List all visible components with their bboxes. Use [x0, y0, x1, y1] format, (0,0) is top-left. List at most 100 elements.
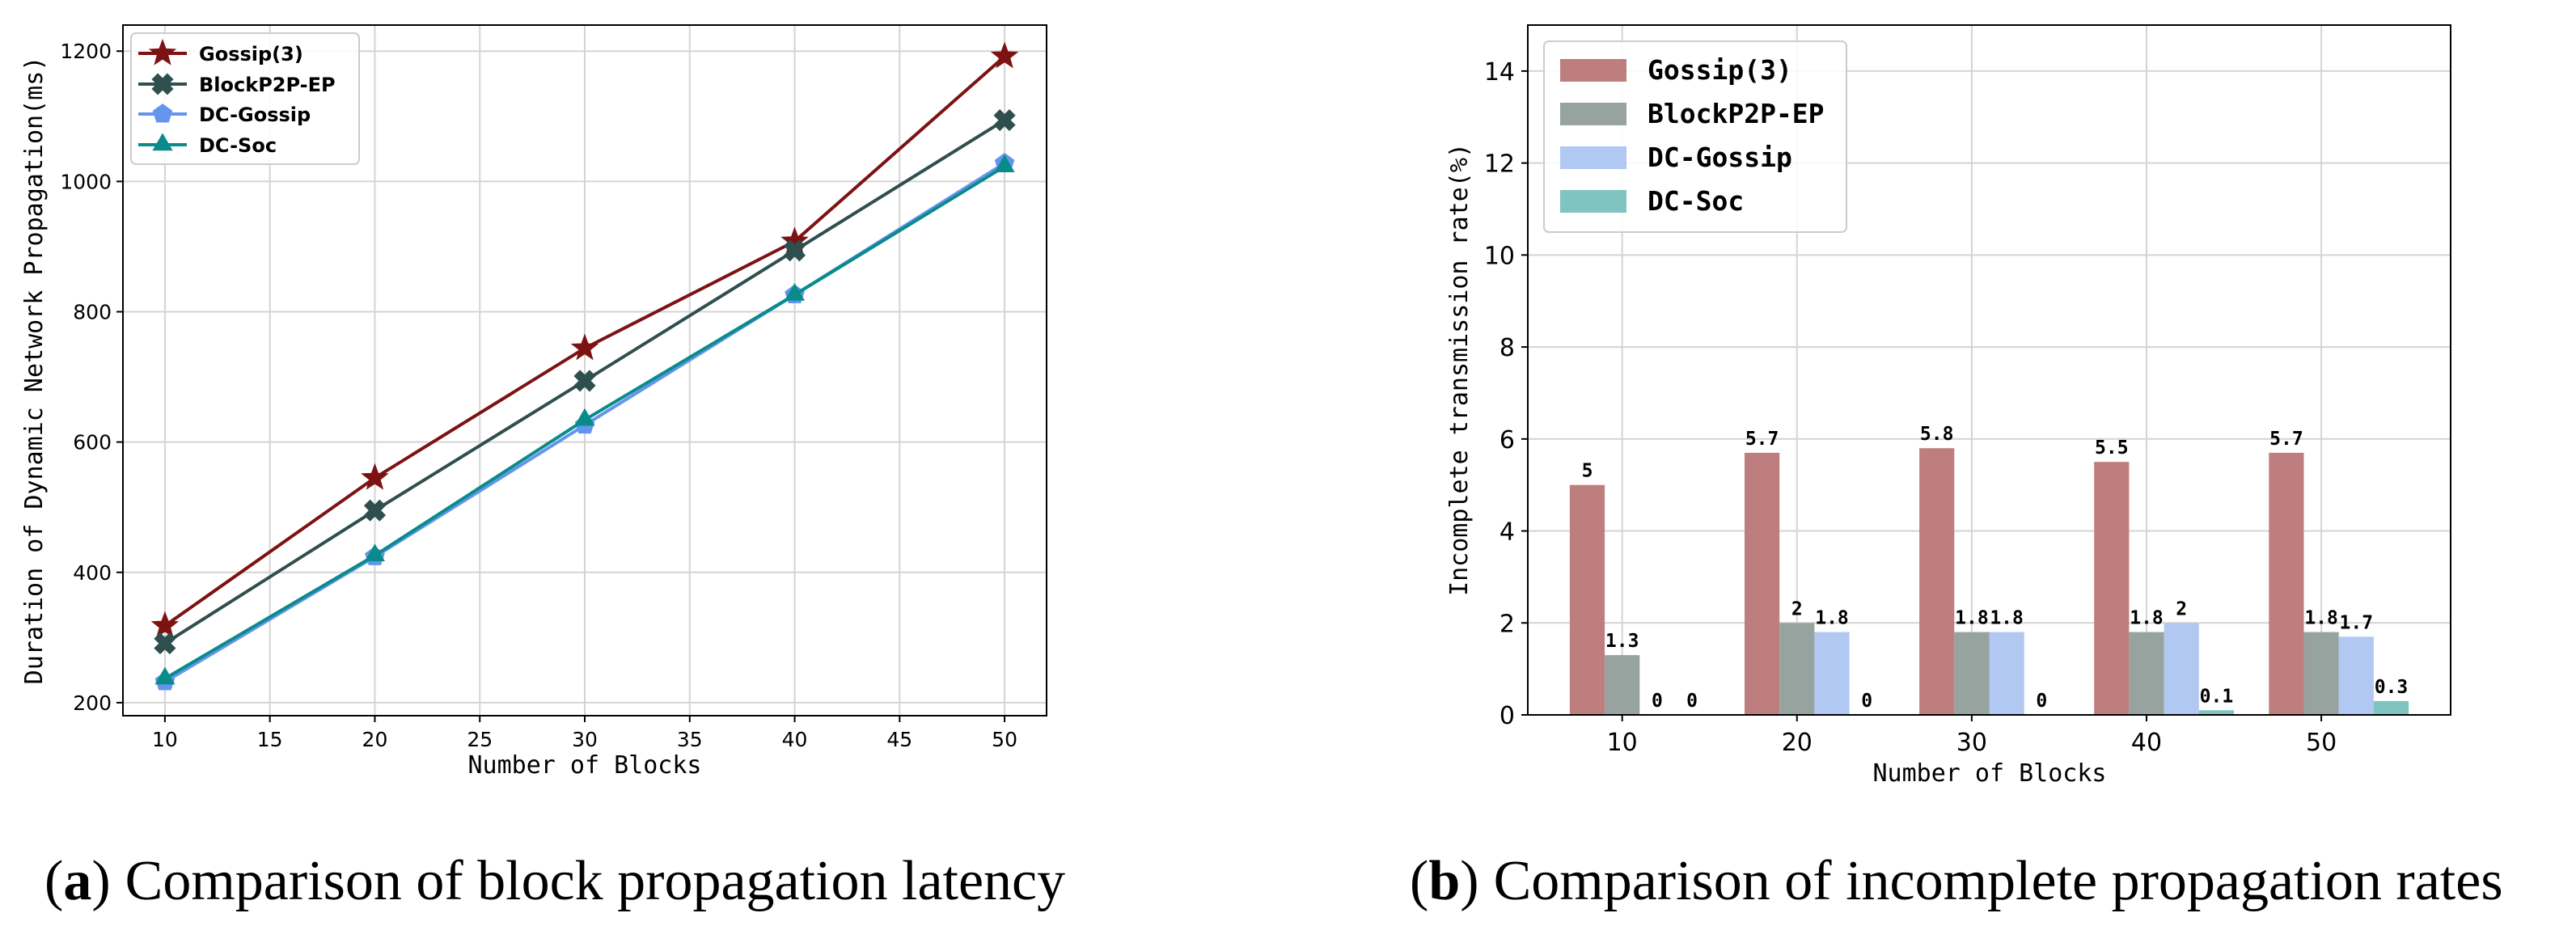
legend-marker-dc-soc — [152, 133, 173, 151]
point-gossip-3-50 — [990, 41, 1019, 69]
caption-a-close: ) — [91, 850, 110, 912]
data-label-blockp2p-ep-40: 1.8 — [2130, 608, 2164, 629]
rate-legend-entry-gossip-3: Gossip(3) — [1560, 54, 1792, 86]
rate-legend-entry-blockp2p-ep: BlockP2P-EP — [1560, 98, 1825, 129]
point-blockp2p-ep-50 — [993, 109, 1016, 132]
data-label-gossip-3-30: 5.8 — [1920, 424, 1954, 445]
legend-label-blockp2p-ep: BlockP2P-EP — [199, 74, 336, 96]
point-blockp2p-ep-20 — [363, 499, 387, 522]
caption-b-label: b — [1428, 850, 1460, 912]
point-blockp2p-ep-30 — [573, 370, 596, 392]
rate-x-tick-label-10: 10 — [1607, 729, 1638, 757]
legend-label-gossip-3: Gossip(3) — [1648, 54, 1792, 86]
legend-label-blockp2p-ep: BlockP2P-EP — [1648, 98, 1825, 129]
caption-b-text: Comparison of incomplete propagation rat… — [1494, 850, 2503, 912]
bar-dc-gossip-40 — [2164, 623, 2199, 715]
bar-dc-gossip-30 — [1989, 632, 2024, 715]
rate-y-tick-label-2: 2 — [1499, 610, 1515, 638]
point-gossip-3-30 — [570, 333, 599, 361]
rate-y-tick-label-10: 10 — [1484, 242, 1515, 270]
data-label-dc-soc-40: 0.1 — [2200, 686, 2234, 707]
rate-legend-frame — [1543, 40, 1847, 233]
latency-x-tick-label-20: 20 — [362, 728, 388, 751]
bar-dc-gossip-50 — [2338, 636, 2374, 715]
latency-legend-entry-dc-gossip: DC-Gossip — [138, 104, 311, 126]
data-label-dc-gossip-50: 1.7 — [2340, 612, 2374, 633]
legend-label-dc-soc: DC-Soc — [1648, 185, 1744, 217]
latency-y-axis-label: Duration of Dynamic Network Propagation(… — [20, 57, 49, 685]
latency-legend: Gossip(3) BlockP2P-EP DC-Gossip DC-Soc — [130, 32, 360, 165]
legend-label-dc-soc: DC-Soc — [199, 134, 277, 157]
caption-b-close: ) — [1460, 850, 1478, 912]
rate-y-tick-label-0: 0 — [1499, 702, 1515, 730]
point-dc-soc-50 — [994, 154, 1015, 173]
data-label-dc-gossip-20: 1.8 — [1815, 608, 1849, 629]
latency-x-tick-label-35: 35 — [677, 728, 703, 751]
bar-blockp2p-ep-20 — [1779, 623, 1815, 715]
latency-legend-entry-dc-soc: DC-Soc — [138, 133, 277, 157]
legend-label-dc-gossip: DC-Gossip — [199, 104, 311, 126]
data-label-blockp2p-ep-50: 1.8 — [2304, 608, 2338, 629]
rate-y-tick-label-4: 4 — [1499, 518, 1515, 547]
bar-blockp2p-ep-10 — [1605, 655, 1640, 715]
rate-y-tick-label-12: 12 — [1484, 150, 1515, 179]
rate-x-axis-label: Number of Blocks — [1873, 759, 2107, 788]
latency-x-tick-label-25: 25 — [467, 728, 493, 751]
data-label-gossip-3-10: 5 — [1582, 461, 1593, 482]
latency-y-tick-label-600: 600 — [73, 431, 112, 454]
data-label-gossip-3-20: 5.7 — [1745, 429, 1779, 450]
data-label-dc-gossip-40: 2 — [2176, 598, 2187, 619]
rate-y-axis-label: Incomplete transmission rate(%) — [1445, 143, 1474, 596]
caption-a-open: ( — [44, 850, 63, 912]
latency-x-tick-label-40: 40 — [782, 728, 808, 751]
bar-blockp2p-ep-40 — [2129, 632, 2164, 715]
latency-y-tick-label-800: 800 — [73, 300, 112, 323]
data-label-blockp2p-ep-10: 1.3 — [1605, 631, 1639, 652]
bar-blockp2p-ep-30 — [1954, 632, 1990, 715]
latency-y-tick-label-200: 200 — [73, 691, 112, 715]
caption-a: (a) Comparison of block propagation laten… — [44, 850, 1065, 912]
latency-legend-entry-gossip-3: Gossip(3) — [138, 38, 303, 66]
data-label-dc-soc-10: 0 — [1686, 691, 1698, 712]
legend-swatch-dc-soc — [1560, 190, 1626, 213]
legend-marker-dc-gossip — [152, 104, 173, 123]
point-gossip-3-20 — [361, 463, 389, 490]
point-dc-soc-20 — [364, 543, 385, 562]
caption-b-open: ( — [1410, 850, 1428, 912]
latency-y-tick-label-1000: 1000 — [60, 170, 112, 193]
data-label-blockp2p-ep-20: 2 — [1791, 598, 1803, 619]
rate-x-tick-label-50: 50 — [2306, 729, 2337, 757]
caption-b: (b) Comparison of incomplete propagation … — [1410, 850, 2503, 912]
bar-gossip-3-50 — [2269, 452, 2304, 715]
latency-x-tick-label-50: 50 — [992, 728, 1017, 751]
legend-marker-gossip-3 — [148, 38, 177, 66]
legend-swatch-dc-gossip — [1560, 146, 1626, 169]
legend-swatch-gossip-3 — [1560, 59, 1626, 82]
data-label-dc-gossip-30: 1.8 — [1990, 608, 2024, 629]
line-chart-propagation-latency: 10 15 20 25 30 35 40 45 50 200 400 600 800 1000 1200 Go… — [60, 24, 1047, 751]
data-label-dc-soc-30: 0 — [2036, 691, 2047, 712]
latency-y-tick-label-1200: 1200 — [60, 40, 112, 63]
latency-x-tick-label-10: 10 — [152, 728, 178, 751]
rate-y-tick-label-14: 14 — [1484, 58, 1515, 87]
bar-gossip-3-20 — [1745, 452, 1780, 715]
caption-a-text: Comparison of block propagation latency — [125, 850, 1066, 912]
legend-label-gossip-3: Gossip(3) — [199, 43, 303, 66]
rate-x-tick-label-30: 30 — [1956, 729, 1987, 757]
rate-axes-frame — [1527, 24, 2451, 716]
bar-dc-soc-50 — [2373, 700, 2409, 715]
data-label-blockp2p-ep-30: 1.8 — [1955, 608, 1989, 629]
latency-x-axis-label: Number of Blocks — [468, 751, 702, 780]
data-label-gossip-3-50: 5.7 — [2269, 429, 2303, 450]
rate-y-tick-label-6: 6 — [1499, 426, 1515, 454]
latency-x-tick-label-30: 30 — [572, 728, 598, 751]
bar-chart-incomplete-transmission-rate: 55.7 5.85.5 5.71.32 1.8 1.8 1.801.8 1.8 21.70 0 0… — [1484, 24, 2451, 757]
legend-label-dc-gossip: DC-Gossip — [1648, 142, 1792, 173]
bar-gossip-3-40 — [2094, 462, 2130, 715]
bar-gossip-3-30 — [1919, 448, 1955, 715]
bar-dc-gossip-20 — [1814, 632, 1850, 715]
latency-legend-entry-blockp2p-ep: BlockP2P-EP — [138, 73, 336, 96]
latency-x-tick-label-45: 45 — [886, 728, 912, 751]
bar-gossip-3-10 — [1569, 484, 1605, 715]
